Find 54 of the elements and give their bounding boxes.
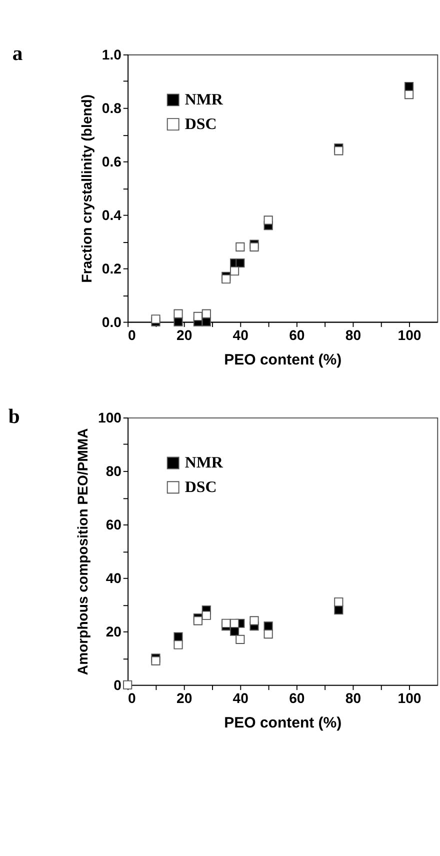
y-tick-label: 0.4 (102, 207, 122, 224)
y-tick-label: 20 (106, 624, 122, 640)
point (151, 314, 160, 324)
point (264, 216, 273, 225)
y-tick-label: 0.6 (102, 154, 122, 170)
point (250, 242, 259, 252)
x-tick-label: 20 (176, 690, 192, 706)
x-tick-label: 100 (398, 327, 422, 344)
y-tick-label: 0 (114, 677, 122, 694)
point (174, 632, 183, 642)
point (174, 309, 183, 318)
point (174, 317, 183, 326)
point (193, 616, 202, 626)
y-tick-label: 40 (106, 570, 122, 586)
x-tick-label: 20 (176, 327, 192, 344)
point (151, 656, 160, 666)
x-tick-label: 60 (289, 690, 305, 706)
x-axis-title: PEO content (%) (224, 351, 342, 368)
y-tick-label: 0.8 (102, 100, 122, 116)
x-tick-label: 80 (345, 690, 362, 706)
x-tick-label: 0 (128, 690, 136, 706)
x-tick-label: 0 (128, 327, 136, 344)
y-tick-label: 100 (98, 410, 122, 426)
x-tick-label: 40 (232, 690, 249, 706)
legend-label: DSC (184, 116, 217, 134)
x-tick-label: 60 (289, 327, 305, 344)
x-tick-label: 80 (345, 327, 362, 344)
chart-title: a (12, 43, 23, 66)
y-tick-label: 0.0 (102, 314, 122, 330)
point (236, 242, 245, 252)
point (202, 610, 211, 620)
x-tick-label: 100 (398, 690, 422, 706)
point (174, 640, 183, 650)
y-tick-label: 0.2 (102, 260, 122, 276)
legend-label: NMR (184, 454, 224, 472)
chart-title: b (8, 406, 20, 428)
point (230, 618, 240, 628)
point (250, 616, 259, 626)
y-tick-label: 80 (106, 463, 122, 480)
y-tick-label: 60 (106, 516, 122, 533)
point (193, 312, 202, 321)
x-axis-title: PEO content (%) (224, 714, 342, 732)
y-axis-title: Amorphous composition PEO/PMMA (74, 428, 91, 676)
point (334, 146, 344, 156)
y-axis-title: Fraction crystallinity (blend) (78, 94, 95, 283)
point (222, 274, 231, 284)
point (264, 630, 273, 639)
legend-label: NMR (184, 92, 224, 109)
x-tick-label: 40 (232, 327, 249, 344)
legend-label: DSC (184, 479, 217, 496)
point (222, 618, 231, 628)
point (236, 258, 245, 268)
point (123, 680, 132, 690)
y-tick-label: 1.0 (102, 46, 122, 63)
